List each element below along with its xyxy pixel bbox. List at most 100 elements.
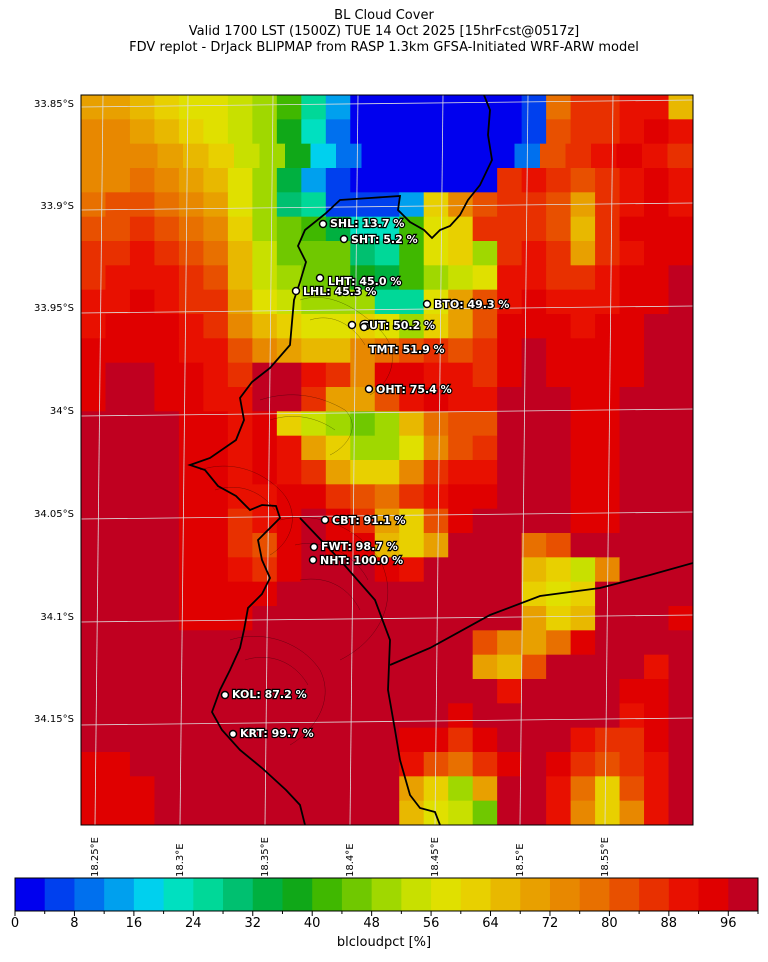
colorbar-swatch (44, 878, 75, 911)
site-label: LHL: 45.3 % (303, 285, 376, 298)
grid-cell (472, 192, 498, 218)
grid-cell (521, 581, 547, 607)
grid-cell (619, 411, 645, 437)
grid-cell (276, 484, 302, 510)
grid-cell (668, 484, 693, 510)
grid-cell (448, 776, 474, 802)
grid-cell (668, 168, 693, 193)
grid-cell (105, 289, 131, 315)
grid-cell (595, 241, 621, 266)
site-marker[interactable] (220, 690, 230, 700)
grid-cell (619, 581, 645, 607)
grid-cell (129, 460, 156, 485)
grid-cell (668, 654, 693, 680)
site-label: KOL: 87.2 % (232, 688, 307, 701)
grid-cell (546, 484, 572, 510)
grid-cell (350, 533, 376, 558)
grid-cell (644, 338, 670, 364)
grid-cell (521, 216, 547, 242)
grid-cell (203, 338, 229, 364)
grid-cell (619, 338, 645, 364)
grid-cell (546, 338, 572, 364)
site-marker[interactable] (339, 234, 349, 244)
grid-cell (234, 143, 261, 169)
site-marker[interactable] (309, 542, 319, 552)
grid-cell (472, 338, 498, 364)
grid-cell (178, 776, 204, 802)
grid-cell (301, 800, 327, 825)
grid-cell (350, 460, 376, 485)
grid-cell (325, 484, 351, 510)
grid-cell (521, 752, 547, 777)
site-marker[interactable] (364, 384, 374, 394)
grid-cell (276, 508, 302, 534)
grid-cell (105, 679, 131, 704)
grid-cell (81, 679, 107, 704)
site-label: FWT: 98.7 % (321, 540, 398, 553)
grid-cell (129, 216, 156, 242)
grid-cell (668, 703, 693, 729)
graticule-meridian (179, 95, 189, 825)
grid-cell (105, 630, 131, 656)
grid-cell (546, 362, 572, 388)
site-marker[interactable] (291, 286, 301, 296)
grid-cell (276, 192, 302, 218)
grid-cell (448, 265, 474, 291)
grid-cell (203, 314, 229, 339)
colorbar-swatch (163, 878, 194, 911)
grid-cell (497, 630, 523, 656)
grid-cell (619, 630, 645, 656)
grid-cell (227, 800, 253, 825)
grid-cell (325, 752, 351, 777)
grid-cell (595, 776, 621, 802)
grid-cell (399, 289, 425, 315)
grid-cell (276, 95, 302, 120)
grid-cell (497, 654, 523, 680)
grid-cell (325, 533, 351, 558)
grid-cell (203, 703, 229, 729)
grid-cell (570, 581, 596, 607)
grid-cell (521, 460, 547, 485)
grid-cell (81, 703, 107, 729)
grid-cell (325, 606, 351, 631)
grid-cell (399, 800, 425, 825)
grid-cell (448, 241, 474, 266)
grid-cell (227, 581, 253, 607)
site-marker[interactable] (359, 322, 369, 332)
grid-cell (325, 460, 351, 485)
grid-cell (521, 168, 547, 193)
site-marker[interactable] (315, 273, 325, 283)
grid-cell (129, 484, 156, 510)
grid-cell (546, 241, 572, 266)
site-markers: SHL: 13.7 % SHT: 5.2 % LHT: 45.0 %LHL: 45.… (220, 216, 511, 741)
grid-cell (644, 119, 670, 145)
grid-cell (497, 800, 523, 825)
grid-cell (203, 581, 229, 607)
grid-cell (178, 484, 204, 510)
grid-cell (570, 387, 596, 412)
site-marker[interactable] (320, 515, 330, 525)
grid-cell (178, 411, 204, 437)
site-marker[interactable] (422, 299, 432, 309)
grid-cell (350, 679, 376, 704)
grid-cell (497, 362, 523, 388)
grid-cell (105, 362, 131, 388)
grid-cell (252, 533, 278, 558)
grid-cell (463, 143, 490, 169)
grid-cell (301, 752, 327, 777)
grid-cell (570, 289, 596, 315)
grid-cell (546, 654, 572, 680)
site-marker[interactable] (308, 555, 318, 565)
site-marker[interactable] (347, 320, 357, 330)
grid-cell (423, 216, 449, 242)
grid-cell (105, 484, 131, 510)
site-marker[interactable] (318, 219, 328, 229)
grid-cell (644, 95, 670, 120)
grid-cell (423, 168, 449, 193)
grid-cell (203, 727, 229, 753)
grid-cell (154, 314, 180, 339)
colorbar (14, 877, 759, 916)
site-marker[interactable] (228, 729, 238, 739)
grid-cell (448, 654, 474, 680)
grid-cell (276, 387, 302, 412)
